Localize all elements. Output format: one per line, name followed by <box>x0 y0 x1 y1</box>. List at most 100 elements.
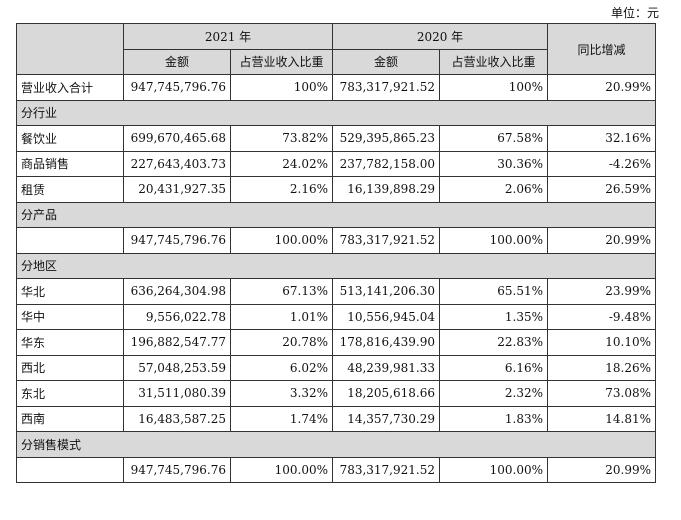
yoy-change: 20.99% <box>547 456 656 483</box>
row-label: 餐饮业 <box>16 125 124 152</box>
ratio-2020: 6.16% <box>439 354 548 381</box>
yoy-change: -4.26% <box>547 150 656 177</box>
amount-2021: 636,264,304.98 <box>123 278 231 305</box>
ratio-2021: 6.02% <box>230 354 333 381</box>
amount-2021: 196,882,547.77 <box>123 329 231 356</box>
yoy-change: -9.48% <box>547 303 656 330</box>
amount-2020: 14,357,730.29 <box>332 405 440 432</box>
yoy-change: 23.99% <box>547 278 656 305</box>
ratio-2021: 100% <box>230 74 333 101</box>
yoy-change: 73.08% <box>547 380 656 407</box>
section-industry: 分行业 <box>16 99 656 126</box>
amount-2021: 947,745,796.76 <box>123 456 231 483</box>
ratio-2021: 100.00% <box>230 227 333 254</box>
amount-2021: 947,745,796.76 <box>123 74 231 101</box>
row-label <box>16 227 124 254</box>
ratio-2021: 20.78% <box>230 329 333 356</box>
table-row: 租赁 20,431,927.35 2.16% 16,139,898.29 2.0… <box>16 176 656 203</box>
ratio-2020: 65.51% <box>439 278 548 305</box>
ratio-2020: 100% <box>439 74 548 101</box>
row-label: 商品销售 <box>16 150 124 177</box>
ratio-2020: 100.00% <box>439 456 548 483</box>
ratio-2020: 22.83% <box>439 329 548 356</box>
ratio-2020: 2.32% <box>439 380 548 407</box>
amount-2020: 783,317,921.52 <box>332 227 440 254</box>
row-label: 华北 <box>16 278 124 305</box>
header-year-2020: 2020 年 <box>332 23 548 50</box>
header-ratio-2021: 占营业收入比重 <box>230 48 333 75</box>
ratio-2020: 2.06% <box>439 176 548 203</box>
table-row: 947,745,796.76 100.00% 783,317,921.52 10… <box>16 456 656 483</box>
table-row: 餐饮业 699,670,465.68 73.82% 529,395,865.23… <box>16 125 656 152</box>
section-product: 分产品 <box>16 201 656 228</box>
row-label: 营业收入合计 <box>16 74 124 101</box>
ratio-2021: 3.32% <box>230 380 333 407</box>
yoy-change: 10.10% <box>547 329 656 356</box>
row-label: 东北 <box>16 380 124 407</box>
section-row: 分销售模式 <box>16 431 656 458</box>
amount-2021: 31,511,080.39 <box>123 380 231 407</box>
amount-2020: 237,782,158.00 <box>332 150 440 177</box>
amount-2021: 20,431,927.35 <box>123 176 231 203</box>
amount-2020: 529,395,865.23 <box>332 125 440 152</box>
section-sales-mode: 分销售模式 <box>16 431 656 458</box>
amount-2021: 227,643,403.73 <box>123 150 231 177</box>
ratio-2020: 1.83% <box>439 405 548 432</box>
table-row: 华北 636,264,304.98 67.13% 513,141,206.30 … <box>16 278 656 305</box>
yoy-change: 20.99% <box>547 227 656 254</box>
amount-2020: 513,141,206.30 <box>332 278 440 305</box>
ratio-2020: 30.36% <box>439 150 548 177</box>
yoy-change: 32.16% <box>547 125 656 152</box>
unit-label: 单位：元 <box>610 6 659 20</box>
amount-2021: 9,556,022.78 <box>123 303 231 330</box>
section-row: 分行业 <box>16 99 656 126</box>
yoy-change: 20.99% <box>547 74 656 101</box>
total-row: 营业收入合计 947,745,796.76 100% 783,317,921.5… <box>16 74 656 101</box>
header-amount-2021: 金额 <box>123 48 231 75</box>
amount-2020: 783,317,921.52 <box>332 74 440 101</box>
ratio-2021: 1.01% <box>230 303 333 330</box>
ratio-2020: 67.58% <box>439 125 548 152</box>
ratio-2020: 100.00% <box>439 227 548 254</box>
ratio-2021: 100.00% <box>230 456 333 483</box>
ratio-2021: 1.74% <box>230 405 333 432</box>
row-label: 西北 <box>16 354 124 381</box>
row-label: 华中 <box>16 303 124 330</box>
yoy-change: 18.26% <box>547 354 656 381</box>
revenue-table: 2021 年 2020 年 同比增减 金额 占营业收入比重 金额 占营业收入比重… <box>16 23 656 483</box>
section-row: 分产品 <box>16 201 656 228</box>
table-row: 西南 16,483,587.25 1.74% 14,357,730.29 1.8… <box>16 405 656 432</box>
amount-2021: 57,048,253.59 <box>123 354 231 381</box>
table-row: 华东 196,882,547.77 20.78% 178,816,439.90 … <box>16 329 656 356</box>
ratio-2020: 1.35% <box>439 303 548 330</box>
header-yoy-change: 同比增减 <box>547 23 656 75</box>
row-label: 华东 <box>16 329 124 356</box>
row-label: 租赁 <box>16 176 124 203</box>
table-row: 商品销售 227,643,403.73 24.02% 237,782,158.0… <box>16 150 656 177</box>
amount-2021: 699,670,465.68 <box>123 125 231 152</box>
table-row: 947,745,796.76 100.00% 783,317,921.52 10… <box>16 227 656 254</box>
header-ratio-2020: 占营业收入比重 <box>439 48 548 75</box>
header-blank-cell <box>16 23 124 75</box>
table-row: 东北 31,511,080.39 3.32% 18,205,618.66 2.3… <box>16 380 656 407</box>
row-label: 西南 <box>16 405 124 432</box>
header-year-2021: 2021 年 <box>123 23 333 50</box>
amount-2020: 178,816,439.90 <box>332 329 440 356</box>
amount-2021: 947,745,796.76 <box>123 227 231 254</box>
table-row: 西北 57,048,253.59 6.02% 48,239,981.33 6.1… <box>16 354 656 381</box>
section-region: 分地区 <box>16 252 656 279</box>
amount-2020: 10,556,945.04 <box>332 303 440 330</box>
yoy-change: 14.81% <box>547 405 656 432</box>
amount-2020: 18,205,618.66 <box>332 380 440 407</box>
header-amount-2020: 金额 <box>332 48 440 75</box>
row-label <box>16 456 124 483</box>
section-row: 分地区 <box>16 252 656 279</box>
amount-2020: 48,239,981.33 <box>332 354 440 381</box>
ratio-2021: 24.02% <box>230 150 333 177</box>
ratio-2021: 2.16% <box>230 176 333 203</box>
ratio-2021: 73.82% <box>230 125 333 152</box>
table-row: 华中 9,556,022.78 1.01% 10,556,945.04 1.35… <box>16 303 656 330</box>
amount-2020: 16,139,898.29 <box>332 176 440 203</box>
amount-2021: 16,483,587.25 <box>123 405 231 432</box>
ratio-2021: 67.13% <box>230 278 333 305</box>
